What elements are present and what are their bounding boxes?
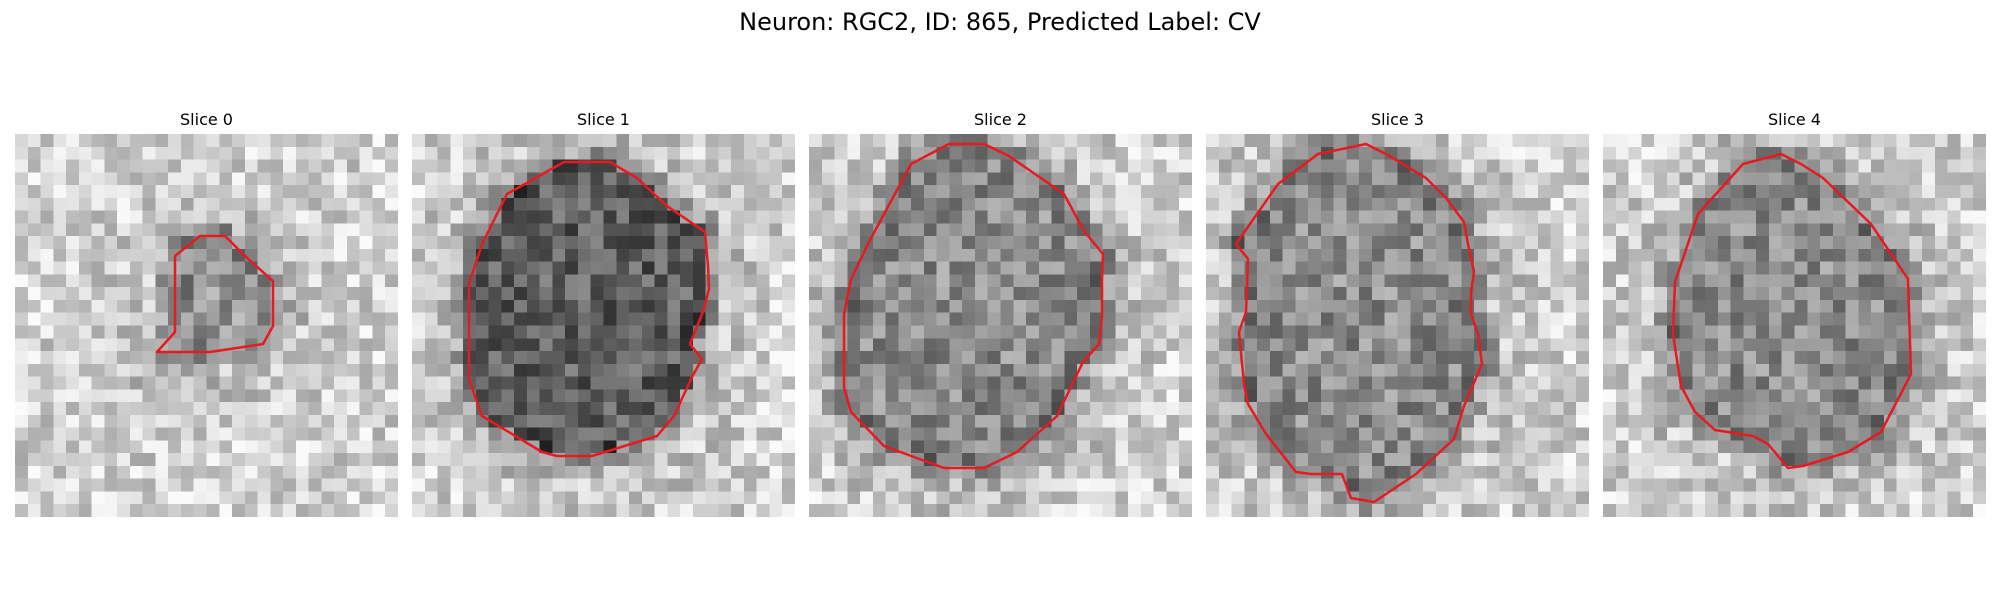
grayscale-image [15,134,398,517]
segmentation-contour [467,160,711,458]
grayscale-image [412,134,795,517]
segmentation-contour [1234,142,1484,504]
slice-title: Slice 0 [180,110,233,129]
slice-image [809,134,1192,517]
segmentation-contour [842,142,1105,470]
slice-image [1206,134,1589,517]
slice-title: Slice 2 [974,110,1027,129]
grayscale-image [809,134,1192,517]
slice-title: Slice 1 [577,110,630,129]
grayscale-image [1206,134,1589,517]
figure-title: Neuron: RGC2, ID: 865, Predicted Label: … [739,8,1261,36]
slice-title: Slice 3 [1371,110,1424,129]
slice-image [1603,134,1986,517]
segmentation-contour [1671,152,1913,470]
slice-title: Slice 4 [1768,110,1821,129]
grayscale-image [1603,134,1986,517]
slice-image [412,134,795,517]
slice-image [15,134,398,517]
segmentation-contour [155,234,275,354]
